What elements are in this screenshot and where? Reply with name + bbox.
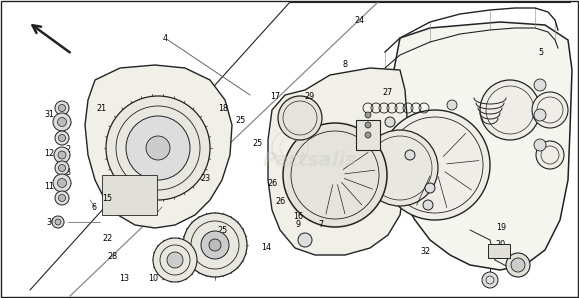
- Circle shape: [55, 161, 69, 175]
- Circle shape: [423, 200, 433, 210]
- Text: 26: 26: [276, 197, 286, 206]
- Text: 10: 10: [148, 274, 159, 283]
- Polygon shape: [268, 68, 408, 255]
- Text: 16: 16: [293, 212, 303, 221]
- Text: 25: 25: [235, 116, 245, 125]
- Circle shape: [201, 231, 229, 259]
- Circle shape: [55, 101, 69, 115]
- Text: 25: 25: [252, 139, 263, 148]
- Circle shape: [58, 151, 66, 159]
- Circle shape: [57, 117, 67, 126]
- Circle shape: [534, 109, 546, 121]
- Circle shape: [532, 92, 568, 128]
- Text: 12: 12: [44, 149, 54, 158]
- Circle shape: [405, 150, 415, 160]
- Text: 21: 21: [96, 104, 107, 113]
- Text: 6: 6: [91, 203, 96, 212]
- Circle shape: [55, 191, 69, 205]
- Circle shape: [52, 216, 64, 228]
- Circle shape: [153, 238, 197, 282]
- Text: 17: 17: [270, 92, 280, 101]
- Circle shape: [167, 252, 183, 268]
- Circle shape: [534, 79, 546, 91]
- Text: 28: 28: [108, 252, 118, 261]
- Circle shape: [425, 183, 435, 193]
- Text: Partsalis: Partsalis: [263, 150, 357, 170]
- Text: 11: 11: [44, 182, 54, 191]
- Text: 7: 7: [319, 221, 324, 229]
- Text: 29: 29: [305, 92, 315, 101]
- Circle shape: [278, 96, 322, 140]
- Text: 26: 26: [267, 179, 277, 188]
- Circle shape: [58, 105, 65, 111]
- Circle shape: [58, 195, 65, 201]
- Circle shape: [506, 253, 530, 277]
- Circle shape: [511, 258, 525, 272]
- Text: 20: 20: [496, 240, 506, 249]
- Circle shape: [534, 139, 546, 151]
- Text: 31: 31: [44, 110, 54, 119]
- Text: 13: 13: [119, 274, 130, 283]
- Circle shape: [54, 147, 70, 163]
- Text: 9: 9: [296, 221, 301, 229]
- Circle shape: [53, 174, 71, 192]
- Text: 5: 5: [539, 48, 544, 57]
- Circle shape: [480, 80, 540, 140]
- Circle shape: [183, 213, 247, 277]
- Text: 3: 3: [66, 168, 71, 177]
- Text: 1: 1: [66, 118, 71, 127]
- Circle shape: [55, 219, 61, 225]
- Circle shape: [209, 239, 221, 251]
- Text: 22: 22: [102, 234, 112, 243]
- Circle shape: [55, 131, 69, 145]
- Text: 14: 14: [261, 243, 272, 252]
- Circle shape: [53, 113, 71, 131]
- Circle shape: [106, 96, 210, 200]
- Text: 30: 30: [46, 218, 56, 226]
- Circle shape: [365, 132, 371, 138]
- Text: 23: 23: [200, 174, 211, 183]
- Text: 18: 18: [218, 104, 228, 113]
- Bar: [102, 175, 157, 215]
- Text: 25: 25: [218, 226, 228, 235]
- Text: 19: 19: [496, 224, 506, 232]
- Text: 24: 24: [354, 16, 364, 25]
- Circle shape: [447, 100, 457, 110]
- Circle shape: [58, 134, 65, 142]
- Circle shape: [126, 116, 190, 180]
- Circle shape: [57, 179, 67, 187]
- Polygon shape: [85, 65, 232, 228]
- Text: 4: 4: [163, 34, 167, 43]
- Bar: [356, 120, 380, 150]
- Circle shape: [536, 141, 564, 169]
- Circle shape: [362, 130, 438, 206]
- Circle shape: [146, 136, 170, 160]
- Polygon shape: [390, 22, 572, 270]
- Text: 27: 27: [383, 88, 393, 97]
- Circle shape: [365, 122, 371, 128]
- Circle shape: [283, 123, 387, 227]
- Circle shape: [298, 233, 312, 247]
- Text: 8: 8: [342, 60, 347, 69]
- Text: 15: 15: [102, 194, 112, 203]
- Text: 32: 32: [420, 247, 431, 256]
- Circle shape: [380, 110, 490, 220]
- Circle shape: [482, 272, 498, 288]
- Text: 2: 2: [66, 145, 71, 153]
- Circle shape: [365, 112, 371, 118]
- Circle shape: [385, 117, 395, 127]
- Bar: [488, 244, 510, 258]
- Circle shape: [58, 164, 65, 172]
